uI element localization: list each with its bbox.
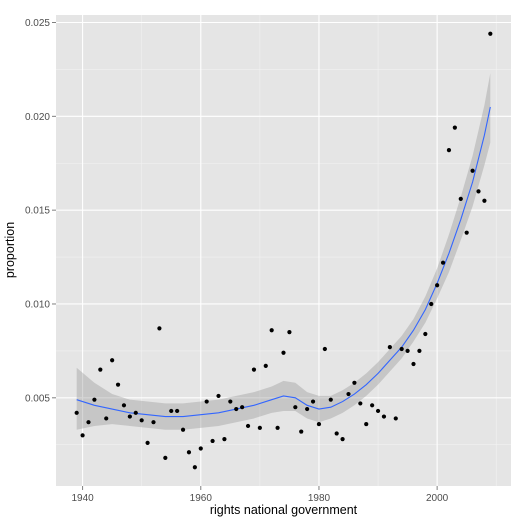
y-tick-label: 0.005: [25, 393, 50, 404]
y-tick-label: 0.020: [25, 112, 50, 123]
data-point: [240, 405, 245, 410]
x-tick-label: 1980: [308, 493, 331, 504]
data-point: [210, 438, 215, 444]
data-point: [92, 397, 97, 402]
data-point: [198, 446, 203, 451]
data-point: [269, 328, 274, 333]
plot-panel: [56, 15, 511, 486]
data-point: [163, 455, 168, 460]
data-point: [287, 330, 292, 335]
data-point: [429, 301, 434, 307]
x-tick-label: 1940: [71, 493, 94, 504]
data-point: [157, 326, 162, 331]
x-tick-label: 1960: [190, 493, 213, 504]
data-point: [370, 403, 375, 408]
data-point: [299, 429, 304, 434]
data-point: [423, 331, 428, 337]
data-point: [476, 189, 481, 194]
y-axis-ticks: 0.005 0.010 0.015 0.020 0.025: [25, 18, 56, 404]
data-point: [145, 440, 150, 445]
data-point: [180, 427, 186, 432]
data-point: [316, 421, 322, 427]
data-point: [364, 421, 369, 427]
data-point: [127, 414, 132, 419]
data-point: [340, 436, 345, 442]
data-point: [80, 433, 85, 438]
data-point: [387, 345, 392, 350]
data-point: [121, 403, 127, 408]
data-point: [204, 399, 209, 404]
data-point: [375, 408, 381, 414]
data-point: [192, 465, 197, 470]
data-point: [411, 361, 416, 367]
data-point: [104, 416, 109, 421]
data-point: [222, 436, 227, 442]
data-point: [358, 401, 363, 406]
data-point: [452, 125, 457, 130]
data-point: [482, 198, 487, 203]
data-point: [110, 358, 115, 363]
data-point: [405, 348, 410, 353]
data-point: [381, 414, 387, 419]
data-point: [216, 393, 221, 399]
data-point: [488, 31, 493, 36]
data-point: [399, 346, 404, 352]
data-point: [133, 410, 138, 415]
data-point: [169, 408, 174, 414]
data-point: [417, 348, 422, 353]
y-axis-title: proportion: [3, 222, 17, 278]
data-point: [74, 410, 79, 415]
data-point: [310, 399, 316, 404]
data-point: [234, 406, 239, 412]
data-point: [322, 346, 327, 352]
data-point: [458, 196, 463, 201]
data-point: [281, 350, 286, 355]
data-point: [346, 391, 351, 397]
y-tick-label: 0.015: [25, 206, 50, 217]
data-point: [275, 425, 280, 430]
data-point: [328, 397, 333, 402]
x-tick-label: 2000: [426, 493, 449, 504]
data-point: [175, 408, 180, 414]
x-axis-title: rights national government: [210, 503, 358, 517]
data-point: [293, 405, 298, 410]
data-point: [305, 406, 310, 412]
major-grid: [56, 15, 511, 486]
data-point: [115, 382, 121, 387]
y-tick-label: 0.025: [25, 18, 50, 29]
data-point: [440, 260, 446, 265]
data-point: [86, 420, 91, 425]
x-axis-ticks: 1940 1960 1980 2000: [71, 486, 449, 504]
data-point: [251, 367, 257, 372]
data-point: [446, 148, 452, 153]
data-point: [464, 230, 469, 235]
data-point: [263, 363, 268, 368]
data-point: [352, 380, 357, 385]
data-point: [435, 283, 440, 288]
data-point: [257, 425, 262, 430]
data-point: [139, 418, 144, 423]
data-point: [245, 423, 251, 429]
y-tick-label: 0.010: [25, 299, 50, 310]
data-point: [334, 431, 339, 436]
data-point: [470, 168, 475, 173]
data-point: [98, 367, 103, 372]
data-point: [151, 420, 156, 425]
data-point: [228, 399, 233, 404]
data-point: [186, 450, 192, 455]
data-points: [74, 31, 493, 470]
data-point: [393, 416, 398, 421]
